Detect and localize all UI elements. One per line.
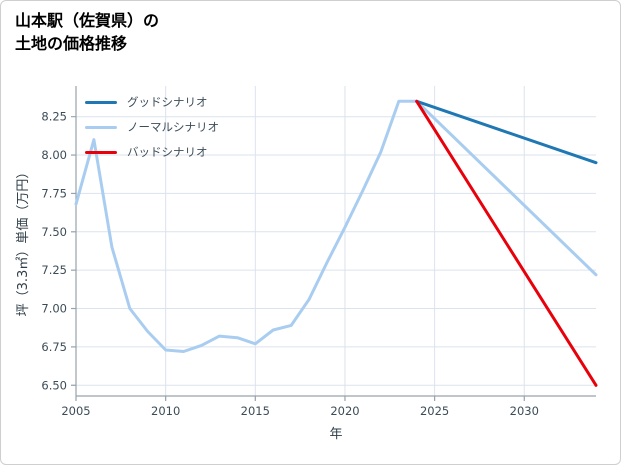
y-tick-label: 7.75 — [41, 186, 67, 200]
legend-swatch-normal-scenario — [85, 125, 117, 129]
legend-item-good-scenario: グッドシナリオ — [85, 94, 219, 110]
series-line-good-scenario — [415, 99, 598, 165]
y-tick-label: 7.50 — [41, 225, 67, 239]
x-tick-label: 2030 — [510, 404, 539, 418]
x-tick-label: 2015 — [241, 404, 270, 418]
series-line-normal-scenario — [74, 99, 598, 353]
x-tick-label: 2005 — [61, 404, 90, 418]
series-line-bad-scenario — [415, 99, 598, 387]
chart-title: 山本駅（佐賀県）の 土地の価格推移 — [15, 11, 160, 54]
legend-item-normal-scenario: ノーマルシナリオ — [85, 119, 219, 135]
legend-swatch-good-scenario — [85, 100, 117, 104]
y-tick-label: 8.00 — [41, 148, 67, 162]
y-axis-label: 坪（3.3㎡）単価（万円） — [15, 166, 31, 317]
legend-label-normal-scenario: ノーマルシナリオ — [127, 120, 219, 134]
legend-item-bad-scenario: バッドシナリオ — [85, 144, 219, 160]
y-tick-label: 7.00 — [41, 302, 67, 316]
chart-legend: グッドシナリオ ノーマルシナリオ バッドシナリオ — [85, 94, 219, 160]
y-tick-label: 8.25 — [41, 110, 67, 124]
y-tick-label: 6.75 — [41, 340, 67, 354]
y-tick-label: 6.50 — [41, 378, 67, 392]
legend-label-good-scenario: グッドシナリオ — [127, 95, 208, 109]
y-tick-label: 7.25 — [41, 263, 67, 277]
legend-swatch-bad-scenario — [85, 150, 117, 154]
legend-label-bad-scenario: バッドシナリオ — [127, 145, 208, 159]
x-tick-label: 2010 — [151, 404, 180, 418]
x-axis-label: 年 — [329, 427, 342, 442]
x-tick-label: 2025 — [420, 404, 449, 418]
x-tick-label: 2020 — [330, 404, 359, 418]
